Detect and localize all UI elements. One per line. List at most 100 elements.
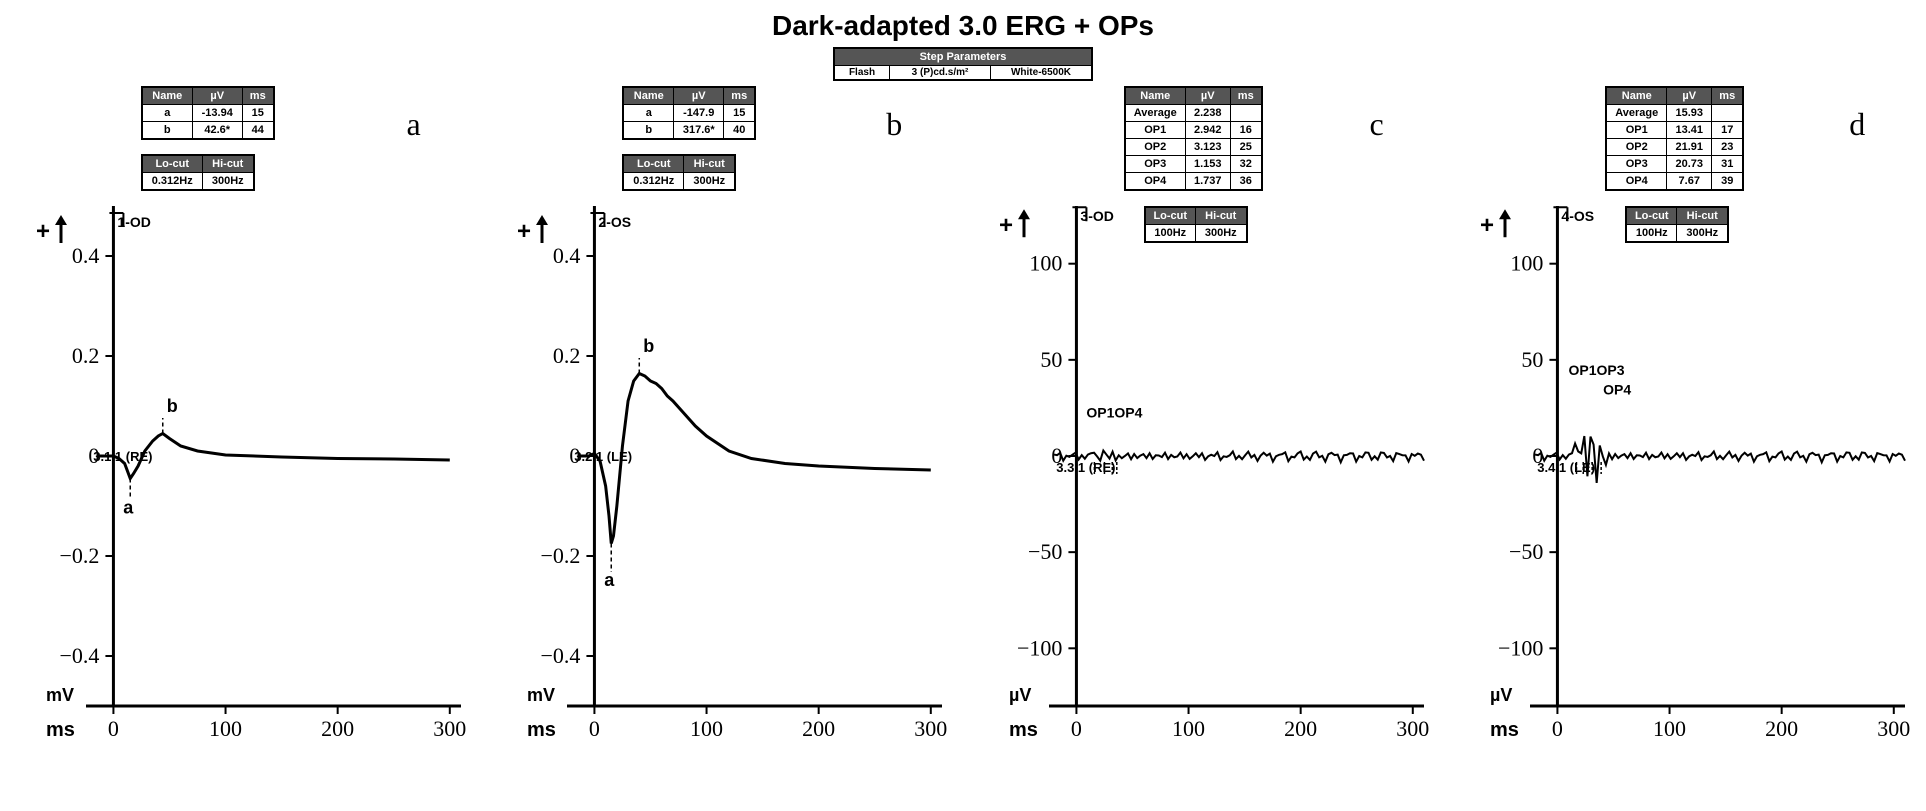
table-cell: 42.6* <box>193 122 243 138</box>
x-tick-label: 300 <box>1878 716 1911 741</box>
x-tick-label: 200 <box>1765 716 1798 741</box>
x-tick-label: 100 <box>1172 716 1205 741</box>
trace-label: 3-OD <box>1080 208 1113 224</box>
table-cell: 16 <box>1231 122 1261 138</box>
y-tick-label: −50 <box>1509 539 1543 564</box>
table-cell: -13.94 <box>193 105 243 121</box>
table-cell: OP3 <box>1126 156 1186 172</box>
y-tick-label: 50 <box>1040 347 1062 372</box>
table-header-cell: µV <box>1667 88 1712 104</box>
x-tick-label: 300 <box>433 716 466 741</box>
table-cell <box>1712 105 1742 121</box>
table-cell: 25 <box>1231 139 1261 155</box>
trace-label: 1-OD <box>117 214 150 230</box>
chart-area: −100−500501000100200300µVms+4-OSOP1OP3OP… <box>1455 196 1915 756</box>
table-cell: 1.737 <box>1186 173 1231 189</box>
page-title: Dark-adapted 3.0 ERG + OPs <box>10 10 1916 42</box>
table-cell: 40 <box>724 122 754 138</box>
table-header-cell: µV <box>674 88 724 104</box>
table-header-cell: ms <box>1712 88 1742 104</box>
x-unit-label: ms <box>527 719 556 741</box>
y-tick-label: −0.2 <box>541 543 581 568</box>
freq-value-cell: 300Hz <box>203 173 253 189</box>
table-header-cell: Name <box>624 88 674 104</box>
plus-icon: + <box>36 218 50 245</box>
table-cell: 13.41 <box>1667 122 1712 138</box>
table-cell: 1.153 <box>1186 156 1231 172</box>
y-unit-label: µV <box>1009 685 1031 705</box>
x-unit-label: ms <box>1490 719 1519 741</box>
freq-value-cell: 300Hz <box>1196 225 1246 241</box>
plus-icon: + <box>517 218 531 245</box>
arrow-head-icon <box>1018 209 1030 219</box>
table-cell: 32 <box>1231 156 1261 172</box>
panel-a: aNameµVmsa-13.9415b42.6*44Lo-cutHi-cut0.… <box>11 86 471 756</box>
trace-label: 2-OS <box>599 214 632 230</box>
freq-table: Lo-cutHi-cut100Hz300Hz <box>1625 206 1729 243</box>
data-table: NameµVmsAverage15.93OP113.4117OP221.9123… <box>1605 86 1744 191</box>
table-cell: a <box>143 105 193 121</box>
table-cell: 2.238 <box>1186 105 1231 121</box>
table-cell: 15 <box>724 105 754 121</box>
y-tick-label: −100 <box>1017 635 1062 660</box>
y-unit-label: µV <box>1490 685 1512 705</box>
y-unit-label: mV <box>527 685 555 705</box>
table-cell: 39 <box>1712 173 1742 189</box>
y-tick-label: −50 <box>1028 539 1062 564</box>
panel-d: dNameµVmsAverage15.93OP113.4117OP221.912… <box>1455 86 1915 756</box>
panel-label: b <box>886 106 902 143</box>
table-cell: 3.123 <box>1186 139 1231 155</box>
panel-label: c <box>1370 106 1384 143</box>
x-tick-label: 0 <box>1071 716 1082 741</box>
data-table: NameµVmsa-147.915b317.6*40 <box>622 86 756 140</box>
table-header-cell: µV <box>1186 88 1231 104</box>
step-params-header: Step Parameters <box>835 49 1091 65</box>
freq-header-cell: Hi-cut <box>684 156 734 172</box>
table-cell: -147.9 <box>674 105 724 121</box>
y-tick-label: 0.2 <box>553 343 581 368</box>
chart-svg: −100−500501000100200300µVms+4-OSOP1OP3OP… <box>1455 196 1915 756</box>
table-cell: 15.93 <box>1667 105 1712 121</box>
y-tick-label: −100 <box>1498 635 1543 660</box>
table-cell: OP2 <box>1607 139 1667 155</box>
marker-label: b <box>167 396 178 416</box>
chart-svg: −0.4−0.200.20.40100200300mVms+2-OS3.2.1 … <box>492 196 952 756</box>
table-cell: OP2 <box>1126 139 1186 155</box>
freq-header-cell: Lo-cut <box>1146 208 1196 224</box>
freq-table: Lo-cutHi-cut100Hz300Hz <box>1144 206 1248 243</box>
op-label: OP1OP3 <box>1569 362 1625 378</box>
freq-header-cell: Lo-cut <box>624 156 684 172</box>
freq-header-cell: Hi-cut <box>1677 208 1727 224</box>
x-tick-label: 0 <box>1552 716 1563 741</box>
table-cell: 7.67 <box>1667 173 1712 189</box>
panel-label: a <box>407 106 421 143</box>
y-tick-label: 0.4 <box>553 243 581 268</box>
x-unit-label: ms <box>46 719 75 741</box>
data-table: NameµVmsAverage2.238OP12.94216OP23.12325… <box>1124 86 1263 191</box>
panel-label: d <box>1849 106 1865 143</box>
op-label: OP1OP4 <box>1086 405 1142 421</box>
table-cell: 2.942 <box>1186 122 1231 138</box>
table-header-cell: Name <box>143 88 193 104</box>
table-header-cell: µV <box>193 88 243 104</box>
freq-table: Lo-cutHi-cut0.312Hz300Hz <box>622 154 736 191</box>
table-cell: 20.73 <box>1667 156 1712 172</box>
table-cell: 15 <box>243 105 273 121</box>
marker-label: a <box>604 570 615 590</box>
freq-value-cell: 100Hz <box>1627 225 1677 241</box>
chart-area: −100−500501000100200300µVms+3-ODOP1OP43.… <box>974 196 1434 756</box>
y-tick-label: 0.2 <box>72 343 100 368</box>
table-header-cell: Name <box>1126 88 1186 104</box>
table-cell: 17 <box>1712 122 1742 138</box>
table-cell: OP3 <box>1607 156 1667 172</box>
table-header-cell: ms <box>724 88 754 104</box>
chart-svg: −0.4−0.200.20.40100200300mVms+1-OD3.1.1 … <box>11 196 471 756</box>
plus-icon: + <box>1480 212 1494 239</box>
table-cell: 36 <box>1231 173 1261 189</box>
table-cell: a <box>624 105 674 121</box>
arrow-head-icon <box>1499 209 1511 219</box>
chart-svg: −100−500501000100200300µVms+3-ODOP1OP43.… <box>974 196 1434 756</box>
freq-value-cell: 300Hz <box>1677 225 1727 241</box>
table-cell: 31 <box>1712 156 1742 172</box>
panel-b: bNameµVmsa-147.915b317.6*40Lo-cutHi-cut0… <box>492 86 952 756</box>
